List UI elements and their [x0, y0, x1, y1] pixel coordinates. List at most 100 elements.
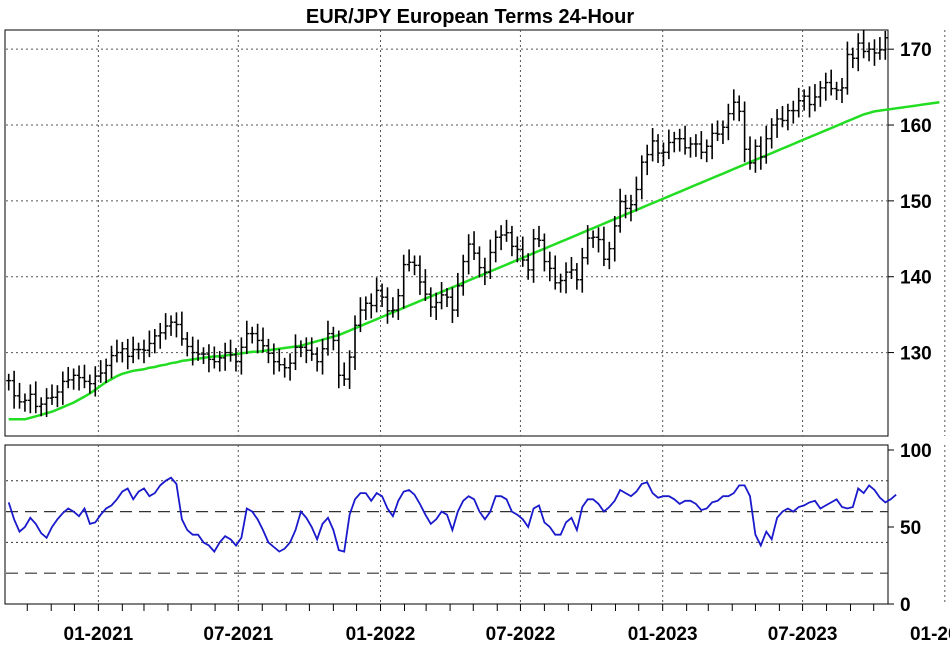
price-bar: [152, 329, 158, 354]
price-bar: [747, 136, 753, 170]
price-bar: [882, 30, 888, 60]
price-bar: [828, 69, 834, 96]
price-bar: [103, 358, 109, 383]
price-bar: [720, 120, 726, 144]
price-bar: [276, 348, 282, 372]
price-bar: [341, 362, 347, 386]
price-bar: [260, 327, 266, 353]
price-bar: [444, 288, 450, 308]
price-bar: [671, 131, 677, 153]
price-bar: [33, 381, 39, 414]
price-bar: [872, 39, 877, 66]
price-bar: [763, 125, 769, 164]
x-tick-label: 01-2021: [64, 624, 134, 645]
price-bar: [141, 339, 147, 364]
price-bar: [531, 228, 537, 283]
price-bar: [320, 338, 325, 375]
price-bar: [677, 128, 683, 152]
price-panel: 130 140 150 160 170: [4, 29, 946, 437]
price-bar: [49, 384, 55, 405]
price-bar: [168, 315, 174, 336]
price-bar: [109, 345, 114, 379]
price-bar: [877, 37, 883, 60]
price-bar: [790, 100, 796, 124]
price-bar: [352, 315, 358, 371]
price-bar: [731, 89, 737, 121]
price-bar: [612, 216, 618, 262]
price-bar: [82, 364, 87, 389]
price-bar: [27, 384, 33, 414]
price-bar: [385, 287, 390, 324]
price-bar: [395, 288, 401, 320]
price-bar: [38, 397, 44, 417]
price-bar: [628, 194, 634, 222]
price-bar: [850, 47, 856, 69]
price-bar: [541, 233, 547, 272]
price-bar: [217, 351, 223, 372]
price-bar: [752, 139, 758, 173]
price-bar: [266, 338, 271, 364]
x-tick-label: 01-2023: [628, 624, 698, 645]
price-bar: [861, 30, 867, 59]
oscillator-panel: 0 50 100: [4, 441, 946, 616]
y-tick-label: 100: [900, 441, 932, 462]
price-bar: [471, 231, 477, 261]
price-bar: [195, 339, 201, 361]
price-bar: [855, 33, 861, 72]
price-bar: [190, 336, 196, 366]
price-bar: [222, 342, 228, 371]
price-bar: [44, 388, 50, 418]
price-bar: [796, 87, 802, 118]
price-bar: [98, 360, 104, 383]
price-bar: [509, 225, 515, 257]
price-bar: [525, 253, 531, 280]
price-bar: [114, 339, 120, 363]
price-bar: [758, 136, 764, 170]
price-bar: [238, 337, 244, 375]
price-bar: [704, 139, 710, 163]
price-bar: [163, 313, 169, 340]
price-bar: [282, 357, 288, 378]
price-bar: [514, 236, 520, 263]
y-tick-label: 160: [900, 116, 932, 137]
price-bar: [439, 282, 445, 310]
price-bar: [255, 323, 261, 354]
price-bar: [633, 176, 639, 212]
price-bar: [417, 255, 423, 295]
price-bar: [715, 120, 720, 141]
price-bar: [287, 353, 293, 381]
price-bar: [774, 109, 780, 138]
price-bar: [666, 129, 672, 160]
price-bar: [336, 330, 342, 389]
price-bar: [709, 123, 715, 160]
price-bar: [807, 86, 812, 118]
price-bar: [347, 350, 353, 389]
price-bar: [125, 338, 131, 370]
price-bar: [76, 365, 82, 391]
price-bar: [244, 320, 250, 355]
price-bar: [504, 219, 509, 242]
chart-title: EUR/JPY European Terms 24-Hour: [305, 6, 635, 28]
price-bar: [422, 269, 428, 301]
price-bar: [455, 272, 461, 317]
y-tick-label: 0: [900, 595, 911, 616]
price-bar: [449, 287, 455, 323]
x-tick-label: 07-2022: [486, 624, 556, 645]
price-bar: [487, 239, 493, 279]
price-bar: [769, 118, 775, 149]
price-bar: [785, 103, 791, 131]
price-bar: [823, 72, 829, 101]
price-bar: [184, 332, 190, 357]
price-bar: [639, 155, 645, 200]
price-bar: [17, 382, 22, 409]
price-bar: [206, 344, 212, 373]
price-bar: [812, 84, 818, 112]
price-bar: [601, 226, 607, 267]
price-bar: [482, 257, 488, 286]
price-bar: [298, 340, 304, 358]
price-bar: [201, 347, 206, 364]
price-bar: [655, 134, 661, 163]
price-bar: [839, 77, 845, 104]
price-bar: [688, 137, 693, 158]
